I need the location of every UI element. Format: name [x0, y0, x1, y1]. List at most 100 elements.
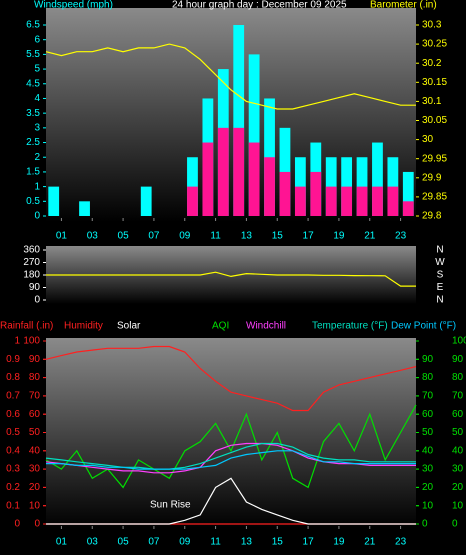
tick-label: 0.9: [6, 354, 20, 365]
bar: [279, 171, 291, 216]
direction-label: S: [437, 270, 444, 281]
tick-label: 10: [422, 500, 434, 511]
tick-label: 70: [452, 391, 464, 402]
x-tick-label: 03: [87, 537, 99, 548]
x-tick-label: 03: [87, 231, 99, 242]
x-tick-label: 09: [179, 231, 191, 242]
tick-label: 90: [452, 354, 464, 365]
tick-label: 0.4: [6, 445, 20, 456]
bar: [294, 186, 306, 216]
x-tick-label: 11: [210, 231, 221, 242]
x-tick-label: 19: [333, 231, 345, 242]
tick-label: 1: [34, 181, 40, 192]
tick-label: 0: [34, 519, 40, 530]
legend-entry: AQI: [212, 321, 229, 332]
x-tick-label: 13: [241, 537, 253, 548]
tick-label: 50: [422, 427, 434, 438]
annotation: Sun Rise: [150, 500, 191, 511]
tick-label: 29.95: [422, 153, 447, 164]
bar: [402, 171, 414, 216]
tick-label: 1: [14, 336, 20, 347]
bar: [372, 186, 383, 216]
legend-entry: Rainfall (.in): [0, 321, 53, 332]
direction-label: W: [435, 257, 445, 268]
tick-label: 50: [452, 427, 464, 438]
bar: [48, 186, 60, 216]
tick-label: 40: [422, 445, 434, 456]
bar: [341, 186, 353, 216]
bar: [202, 142, 214, 216]
x-tick-label: 01: [56, 231, 68, 242]
direction-label: N: [436, 295, 443, 306]
tick-label: 0.6: [6, 409, 20, 420]
tick-label: 30.05: [422, 115, 447, 126]
tick-label: 0: [34, 295, 40, 306]
x-tick-label: 17: [303, 231, 315, 242]
tick-label: 20: [452, 482, 464, 493]
x-tick-label: 21: [364, 537, 376, 548]
bar: [248, 54, 260, 217]
x-tick-label: 23: [395, 231, 407, 242]
bar: [217, 127, 229, 216]
tick-label: 29.8: [422, 211, 442, 222]
series-line: [45, 345, 417, 412]
tick-label: 5: [34, 64, 40, 75]
direction-label: N: [436, 245, 443, 256]
x-tick-label: 07: [148, 231, 160, 242]
tick-label: 6.5: [26, 20, 40, 31]
tick-label: 0: [422, 519, 428, 530]
x-tick-label: 09: [179, 537, 191, 548]
tick-label: 20: [422, 482, 434, 493]
bar: [372, 142, 383, 216]
tick-label: 30.1: [422, 96, 442, 107]
tick-label: 0.3: [6, 464, 20, 475]
tick-label: 30: [29, 464, 41, 475]
tick-label: 2: [34, 152, 40, 163]
x-tick-label: 05: [118, 231, 130, 242]
tick-label: 0: [34, 211, 40, 222]
direction-label: E: [437, 282, 444, 293]
tick-label: 180: [23, 270, 40, 281]
tick-label: 360: [23, 245, 40, 256]
tick-label: 30.25: [422, 39, 447, 50]
tick-label: 90: [422, 354, 434, 365]
x-tick-label: 19: [333, 537, 345, 548]
tick-label: 60: [422, 409, 434, 420]
legend-entry: Humidity: [64, 321, 103, 332]
tick-label: 100: [452, 336, 466, 347]
tick-label: 6: [34, 34, 40, 45]
chart-title: 24 hour graph day : December 09 2025: [172, 0, 347, 11]
tick-label: 30.3: [422, 20, 442, 31]
tick-label: 40: [452, 445, 464, 456]
tick-label: 20: [29, 482, 41, 493]
x-tick-label: 13: [241, 231, 253, 242]
tick-label: 29.9: [422, 172, 442, 183]
bar: [140, 186, 152, 216]
tick-label: 70: [29, 391, 41, 402]
bar: [187, 186, 198, 216]
bar: [356, 186, 368, 216]
bar: [325, 186, 337, 216]
tick-label: 40: [29, 445, 41, 456]
bar: [264, 157, 275, 216]
tick-label: 0.1: [6, 500, 20, 511]
x-tick-label: 01: [56, 537, 68, 548]
plot-area: [46, 8, 416, 222]
tick-label: 60: [452, 409, 464, 420]
tick-label: 30: [422, 464, 434, 475]
x-tick-label: 11: [210, 537, 221, 548]
tick-label: 50: [29, 427, 41, 438]
tick-label: 5.5: [26, 49, 40, 60]
legend-entry: Solar: [117, 321, 141, 332]
legend-entry: Windchill: [246, 321, 286, 332]
tick-label: 0.8: [6, 372, 20, 383]
series-line: [45, 442, 416, 470]
legend-entry: Temperature (°F): [312, 321, 388, 332]
bar: [233, 127, 245, 216]
bar: [310, 171, 322, 216]
bar: [248, 142, 260, 216]
tick-label: 3: [34, 122, 40, 133]
tick-label: 0.5: [26, 196, 40, 207]
tick-label: 1.5: [26, 167, 40, 178]
